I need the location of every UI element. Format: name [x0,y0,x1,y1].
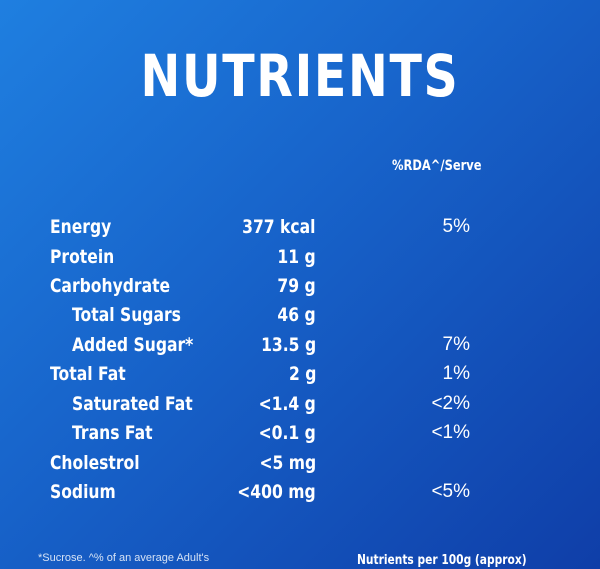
nutrient-name: Total Sugars [72,304,181,326]
nutrient-rda: 7% [442,334,470,355]
nutrient-row-total-sugars: Total Sugars 46 g [0,301,600,329]
nutrient-row-energy: Energy 377 kcal 5% [0,213,600,241]
nutrient-rda: 5% [442,216,470,237]
nutrient-name: Total Fat [50,363,126,385]
nutrient-amount: 46 g [277,304,316,326]
nutrient-amount: 377 kcal [242,216,316,238]
nutrient-name: Saturated Fat [72,393,193,415]
page-title: NUTRIENTS [140,42,460,110]
nutrient-name: Trans Fat [72,422,153,444]
footnote: *Sucrose. ^% of an average Adult's [38,552,210,564]
nutrient-row-total-fat: Total Fat 2 g 1% [0,360,600,388]
nutrient-rda: 1% [442,363,470,384]
nutrient-name: Protein [50,246,115,268]
nutrient-name: Carbohydrate [50,275,171,297]
per-100g-note: Nutrients per 100g (approx) [357,553,527,568]
nutrient-row-saturated-fat: Saturated Fat <1.4 g <2% [0,390,600,418]
nutrient-amount: <5 mg [259,452,316,474]
nutrient-row-protein: Protein 11 g [0,243,600,271]
nutrient-amount: 2 g [288,363,316,385]
nutrient-amount: 11 g [277,246,316,268]
nutrient-row-trans-fat: Trans Fat <0.1 g <1% [0,419,600,447]
nutrient-amount: <1.4 g [258,393,316,415]
nutrient-row-sodium: Sodium <400 mg <5% [0,478,600,506]
rda-column-header: %RDA^/Serve [392,158,482,174]
nutrient-row-added-sugar: Added Sugar* 13.5 g 7% [0,331,600,359]
nutrient-amount: 79 g [277,275,316,297]
nutrient-name: Added Sugar* [72,334,194,356]
nutrient-amount: <0.1 g [258,422,316,444]
nutrient-amount: 13.5 g [260,334,316,356]
nutrient-rda: <2% [431,393,470,414]
nutrient-amount: <400 mg [237,481,316,503]
nutrient-name: Energy [50,216,112,238]
nutrient-name: Sodium [50,481,116,503]
nutrient-rda: <1% [431,422,470,443]
nutrient-row-cholestrol: Cholestrol <5 mg [0,449,600,477]
nutrient-name: Cholestrol [50,452,140,474]
nutrient-row-carbohydrate: Carbohydrate 79 g [0,272,600,300]
nutrient-rda: <5% [431,481,470,502]
